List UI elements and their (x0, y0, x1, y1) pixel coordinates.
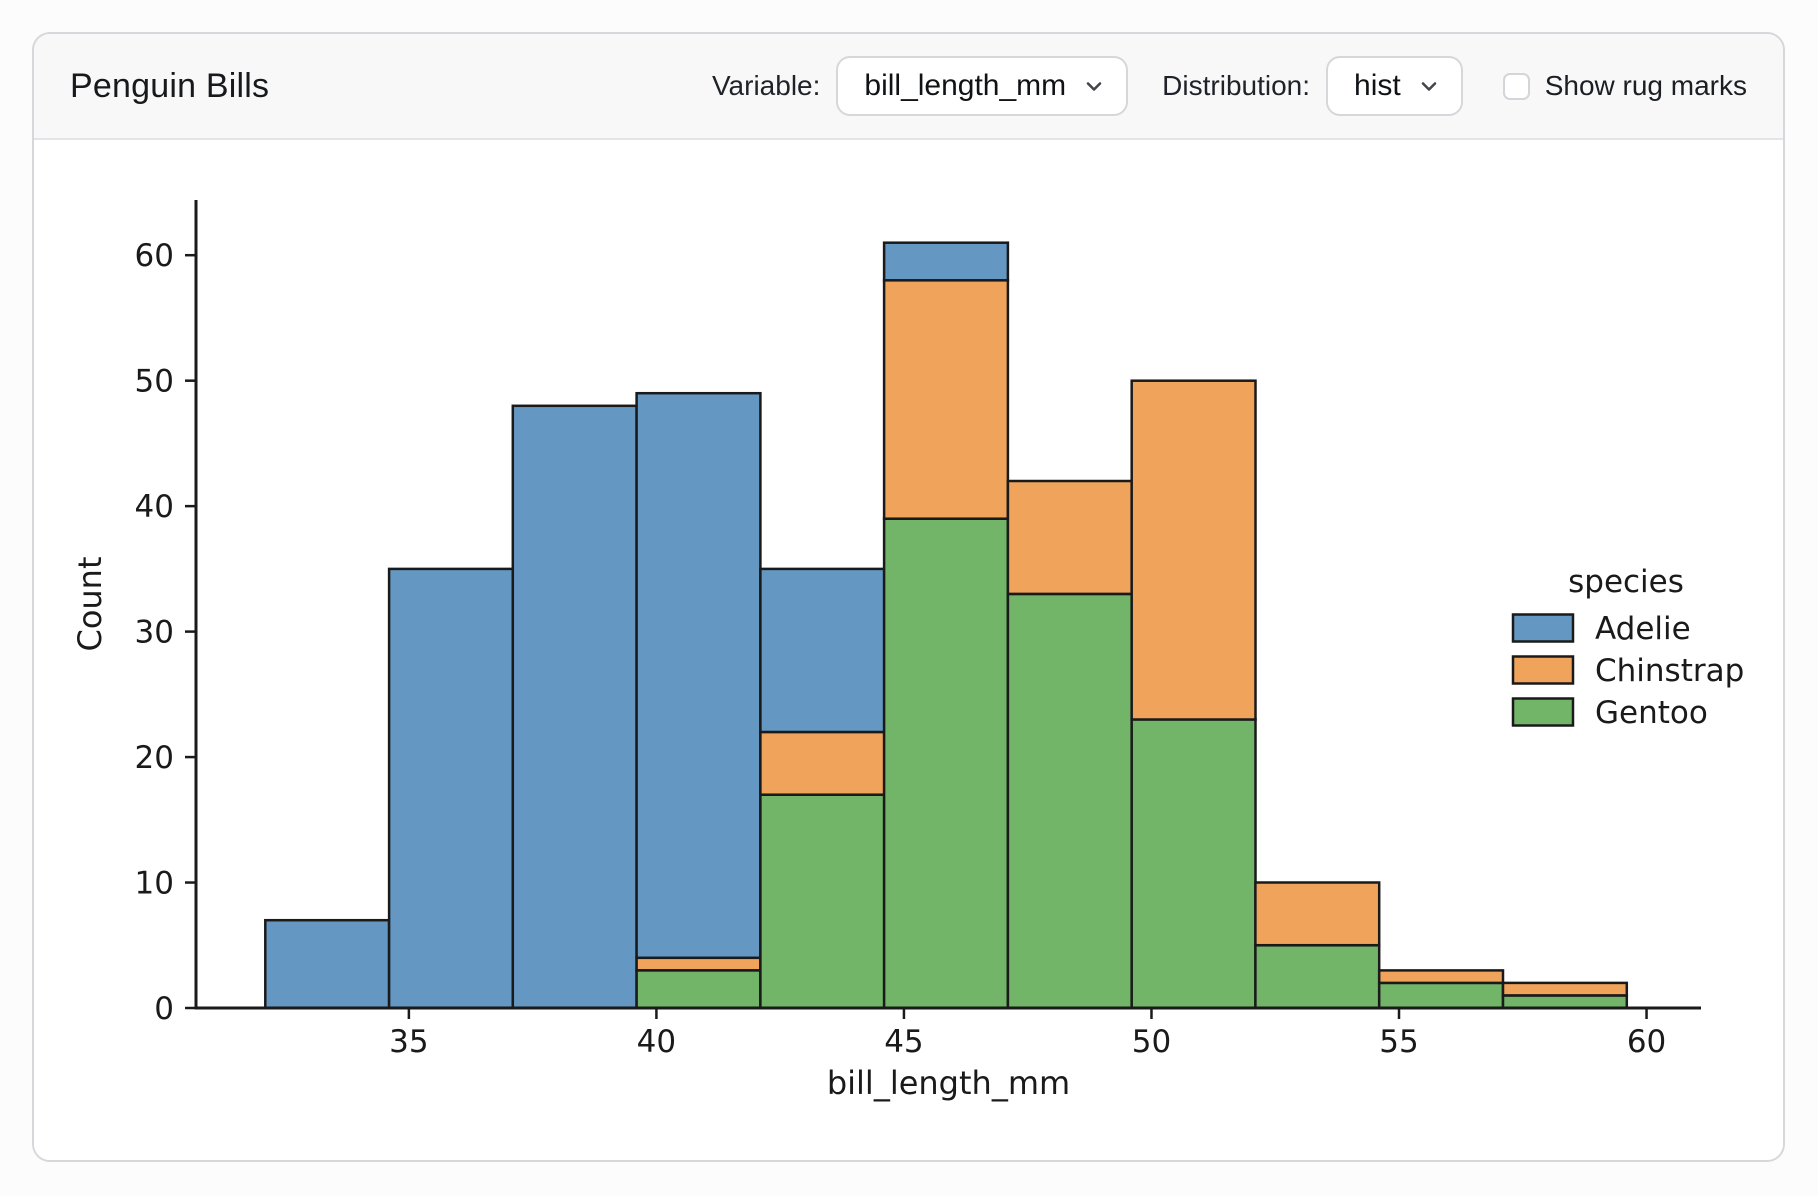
card-header: Penguin Bills Variable: bill_length_mm D… (34, 34, 1783, 140)
svg-text:60: 60 (1627, 1024, 1666, 1060)
header-controls: Variable: bill_length_mm Distribution: h… (712, 56, 1747, 116)
variable-label: Variable: (711, 70, 821, 101)
svg-text:50: 50 (1132, 1024, 1171, 1060)
histogram-plot: 35 40 45 50 55 60 0 10 20 30 40 50 60 bill_length_mm C… (34, 140, 1783, 1160)
variable-select[interactable]: bill_length_mm (836, 56, 1129, 116)
chevron-down-icon (1417, 74, 1441, 98)
svg-text:Gentoo: Gentoo (1595, 695, 1708, 731)
page-title: Penguin Bills (70, 66, 270, 105)
svg-text:50: 50 (135, 364, 174, 400)
rug-checkbox-label: Show rug marks (1544, 70, 1747, 101)
svg-text:Chinstrap: Chinstrap (1595, 653, 1744, 689)
svg-text:0: 0 (154, 991, 174, 1027)
svg-text:bill_length_mm: bill_length_mm (827, 1064, 1070, 1102)
distribution-label: Distribution: (1162, 70, 1311, 101)
svg-text:55: 55 (1379, 1024, 1418, 1060)
svg-text:60: 60 (135, 238, 174, 274)
distribution-select[interactable]: hist (1326, 56, 1463, 116)
svg-text:30: 30 (135, 615, 174, 651)
variable-select-value: bill_length_mm (864, 69, 1067, 102)
svg-text:40: 40 (637, 1024, 676, 1060)
svg-text:45: 45 (884, 1024, 923, 1060)
svg-text:Count: Count (71, 556, 109, 651)
rug-checkbox[interactable] (1502, 72, 1530, 100)
svg-text:35: 35 (389, 1024, 428, 1060)
histogram-svg: 35 40 45 50 55 60 0 10 20 30 40 50 60 bill_length_mm C… (71, 200, 1744, 1102)
svg-text:species: species (1568, 564, 1684, 600)
svg-text:20: 20 (135, 740, 174, 776)
chevron-down-icon (1082, 74, 1106, 98)
app-card: Penguin Bills Variable: bill_length_mm D… (32, 32, 1785, 1162)
svg-text:10: 10 (135, 866, 174, 902)
svg-text:40: 40 (135, 489, 174, 525)
svg-text:Adelie: Adelie (1595, 611, 1691, 647)
distribution-select-value: hist (1354, 69, 1401, 102)
